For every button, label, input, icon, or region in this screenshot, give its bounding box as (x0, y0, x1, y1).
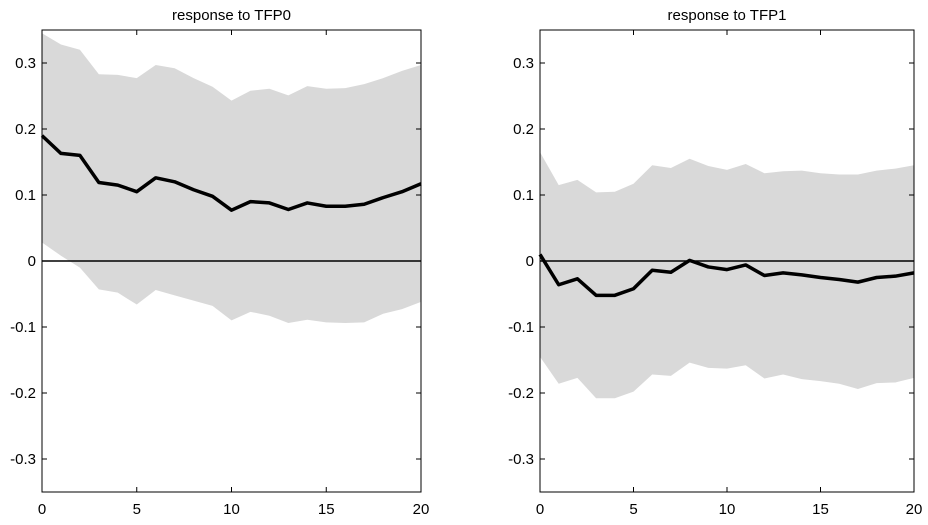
y-tick-label: 0.2 (513, 121, 534, 138)
y-tick-label: 0 (526, 253, 534, 270)
chart-title: response to TFP1 (668, 7, 787, 24)
y-tick-label: 0.3 (513, 55, 534, 72)
y-tick-label: 0.3 (15, 55, 36, 72)
y-tick-label: -0.2 (508, 385, 534, 402)
confidence-band (42, 33, 421, 324)
y-tick-label: -0.3 (508, 451, 534, 468)
confidence-band (540, 152, 914, 399)
x-tick-label: 0 (38, 501, 46, 518)
x-tick-label: 20 (413, 501, 430, 518)
x-tick-label: 10 (223, 501, 240, 518)
y-tick-label: -0.1 (508, 319, 534, 336)
chart-panel-tfp0: -0.3 -0.2 -0.1 0 0.1 0.2 0.3 0 5 10 15 20 response t… (10, 7, 429, 518)
x-tick-label: 5 (629, 501, 637, 518)
x-tick-label: 15 (812, 501, 829, 518)
y-tick-label: -0.2 (10, 385, 36, 402)
y-tick-label: 0.2 (15, 121, 36, 138)
y-tick-label: 0.1 (15, 187, 36, 204)
chart-panel-tfp1: -0.3 -0.2 -0.1 0 0.1 0.2 0.3 0 5 10 15 20 response t… (508, 7, 922, 518)
y-tick-label: 0 (28, 253, 36, 270)
x-tick-label: 15 (318, 501, 335, 518)
x-tick-label: 0 (536, 501, 544, 518)
y-tick-label: -0.1 (10, 319, 36, 336)
chart-title: response to TFP0 (172, 7, 291, 24)
y-tick-label: -0.3 (10, 451, 36, 468)
x-tick-label: 10 (719, 501, 736, 518)
x-tick-label: 5 (133, 501, 141, 518)
impulse-response-line (40, 134, 422, 212)
impulse-response-line (538, 253, 915, 298)
y-tick-label: 0.1 (513, 187, 534, 204)
x-tick-label: 20 (906, 501, 923, 518)
